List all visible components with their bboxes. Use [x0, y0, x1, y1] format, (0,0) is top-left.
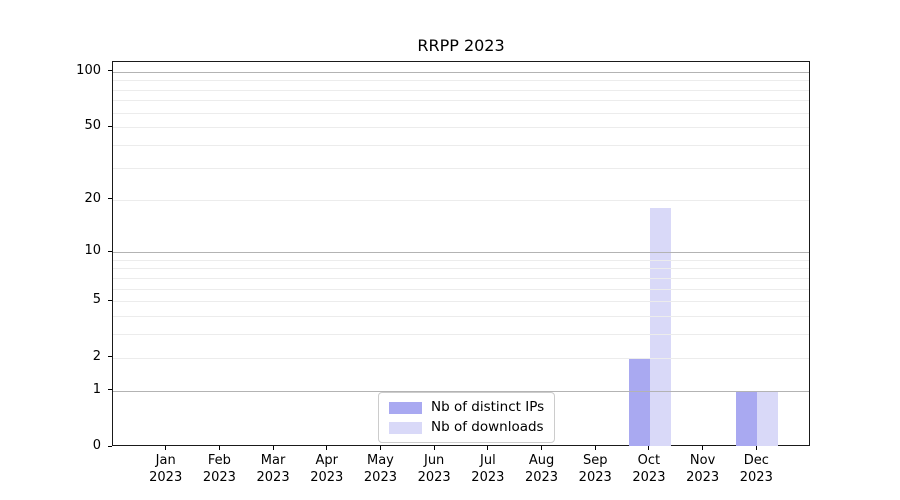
bar-distinct-ips-oct — [628, 357, 650, 446]
x-tick-month: Aug — [528, 453, 555, 468]
legend-swatch-distinct-ips — [389, 401, 422, 414]
y-tick-20 — [108, 198, 112, 199]
x-tick-year: 2023 — [686, 470, 720, 485]
x-tick-year: 2023 — [310, 470, 344, 485]
x-tick-label-mar: Mar 2023 — [245, 452, 301, 486]
x-tick-month: Jan — [155, 453, 176, 468]
x-tick-label-jan: Jan 2023 — [138, 452, 194, 486]
x-tick-dec — [755, 446, 757, 450]
y-tick-1 — [108, 389, 112, 391]
x-tick-label-may: May 2023 — [352, 452, 408, 486]
gridline-y-10 — [113, 252, 809, 254]
y-tick-10 — [108, 250, 112, 252]
y-tick-label-100: 100 — [76, 62, 101, 78]
gridline-y-70 — [113, 100, 809, 102]
x-tick-year: 2023 — [363, 470, 397, 485]
y-tick-label-50: 50 — [84, 118, 101, 134]
x-tick-year: 2023 — [739, 470, 773, 485]
gridline-y-60 — [113, 112, 809, 114]
x-tick-sep — [594, 446, 596, 450]
y-tick-5 — [108, 299, 112, 301]
x-tick-month: Oct — [637, 453, 661, 468]
x-tick-label-aug: Aug 2023 — [514, 452, 570, 486]
x-tick-aug — [541, 446, 543, 450]
x-tick-label-sep: Sep 2023 — [567, 452, 623, 486]
gridline-y-100 — [113, 71, 809, 73]
x-tick-month: Feb — [207, 453, 231, 468]
y-tick-label-10: 10 — [84, 243, 101, 259]
bar-distinct-ips-dec — [736, 390, 758, 446]
x-tick-jul — [487, 446, 489, 450]
x-tick-month: Nov — [689, 453, 716, 468]
legend-item-distinct-ips: Nb of distinct IPs — [389, 400, 544, 415]
x-tick-label-nov: Nov 2023 — [675, 452, 731, 486]
x-tick-month: Jul — [480, 453, 496, 468]
x-tick-nov — [702, 446, 704, 450]
x-tick-jun — [433, 446, 435, 450]
x-tick-year: 2023 — [632, 470, 666, 485]
x-tick-label-jul: Jul 2023 — [460, 452, 516, 486]
gridline-y-7 — [113, 277, 809, 279]
legend-item-downloads: Nb of downloads — [389, 420, 544, 435]
bar-downloads-dec — [757, 390, 779, 446]
y-tick-label-0: 0 — [92, 438, 101, 453]
y-tick-label-20: 20 — [84, 190, 101, 206]
x-tick-year: 2023 — [417, 470, 451, 485]
x-tick-feb — [218, 446, 220, 450]
gridline-y-3 — [113, 334, 809, 336]
x-tick-mar — [272, 446, 274, 450]
gridline-y-80 — [113, 89, 809, 91]
gridline-y-40 — [113, 145, 809, 147]
legend-swatch-downloads — [389, 421, 422, 434]
x-tick-month: May — [367, 453, 394, 468]
legend-label-downloads: Nb of downloads — [431, 419, 544, 435]
x-tick-apr — [326, 446, 328, 450]
gridline-y-6 — [113, 288, 809, 290]
x-tick-label-apr: Apr 2023 — [299, 452, 355, 486]
y-tick-100 — [108, 70, 112, 72]
gridline-y-50 — [113, 127, 809, 129]
x-tick-month: Sep — [582, 453, 608, 468]
y-tick-50 — [108, 125, 112, 127]
gridline-y-2 — [113, 357, 809, 359]
legend-label-distinct-ips: Nb of distinct IPs — [431, 399, 545, 415]
gridline-y-4 — [113, 316, 809, 318]
x-tick-year: 2023 — [471, 470, 505, 485]
gridline-y-30 — [113, 167, 809, 169]
gridline-y-20 — [113, 199, 809, 201]
y-tick-label-1: 1 — [92, 381, 101, 397]
x-tick-month: Jun — [423, 453, 445, 468]
gridline-y-8 — [113, 268, 809, 270]
x-tick-label-oct: Oct 2023 — [621, 452, 677, 486]
y-tick-0 — [108, 445, 112, 447]
y-tick-label-2: 2 — [92, 348, 101, 364]
x-tick-label-dec: Dec 2023 — [728, 452, 784, 486]
gridline-y-1 — [113, 390, 809, 392]
legend: Nb of distinct IPs Nb of downloads — [378, 392, 556, 443]
y-tick-2 — [108, 356, 112, 358]
bar-downloads-oct — [649, 207, 671, 446]
x-tick-year: 2023 — [578, 470, 612, 485]
gridline-y-9 — [113, 259, 809, 261]
y-tick-label-5: 5 — [92, 292, 101, 308]
x-tick-month: Mar — [260, 453, 286, 468]
plot-area — [112, 61, 810, 446]
x-tick-month: Dec — [743, 453, 769, 468]
x-tick-oct — [648, 446, 650, 450]
x-tick-label-jun: Jun 2023 — [406, 452, 462, 486]
x-tick-may — [379, 446, 381, 450]
x-tick-month: Apr — [315, 453, 339, 468]
x-tick-year: 2023 — [524, 470, 559, 485]
gridline-y-5 — [113, 301, 809, 303]
chart-title: RRPP 2023 — [417, 36, 505, 55]
x-tick-jan — [165, 446, 167, 450]
gridline-y-90 — [113, 80, 809, 82]
x-tick-label-feb: Feb 2023 — [191, 452, 247, 486]
x-tick-year: 2023 — [202, 470, 236, 485]
x-tick-year: 2023 — [149, 470, 183, 485]
x-tick-year: 2023 — [256, 470, 290, 485]
